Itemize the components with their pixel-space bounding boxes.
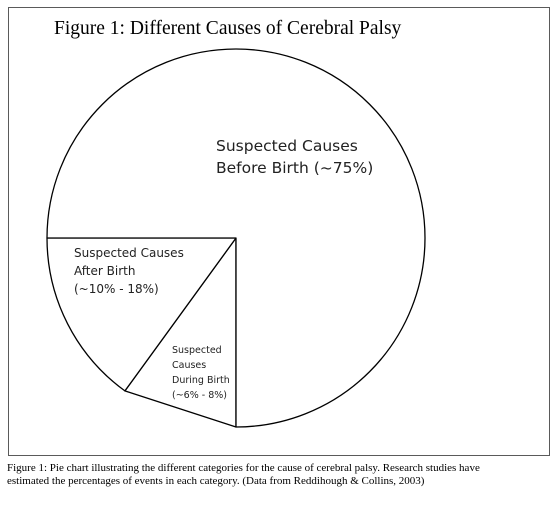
slice-label-line: (~6% - 8%) (172, 390, 227, 401)
slice-label-line: Suspected (172, 345, 222, 356)
slice-label-after-birth: Suspected Causes After Birth (~10% - 18%… (74, 244, 184, 298)
slice-label-line: After Birth (74, 264, 136, 278)
slice-label-line: During Birth (172, 375, 230, 386)
pie-slice-before-birth (46, 48, 426, 428)
slice-label-line: Before Birth (~75%) (216, 159, 374, 177)
slice-label-line: Causes (172, 360, 207, 371)
caption-line: estimated the percentages of events in e… (7, 475, 425, 487)
figure-frame: Figure 1: Different Causes of Cerebral P… (8, 7, 550, 456)
pie-chart (46, 48, 426, 428)
slice-label-line: Suspected Causes (216, 137, 358, 155)
pie-slice-after-birth (46, 237, 237, 392)
slice-label-during-birth: Suspected Causes During Birth (~6% - 8%) (172, 343, 230, 403)
figure-caption: Figure 1: Pie chart illustrating the dif… (7, 462, 557, 488)
caption-line: Figure 1: Pie chart illustrating the dif… (7, 462, 480, 474)
slice-label-before-birth: Suspected Causes Before Birth (~75%) (216, 135, 373, 179)
slice-label-line: Suspected Causes (74, 246, 184, 260)
slice-label-line: (~10% - 18%) (74, 282, 159, 296)
chart-title: Figure 1: Different Causes of Cerebral P… (54, 18, 402, 39)
